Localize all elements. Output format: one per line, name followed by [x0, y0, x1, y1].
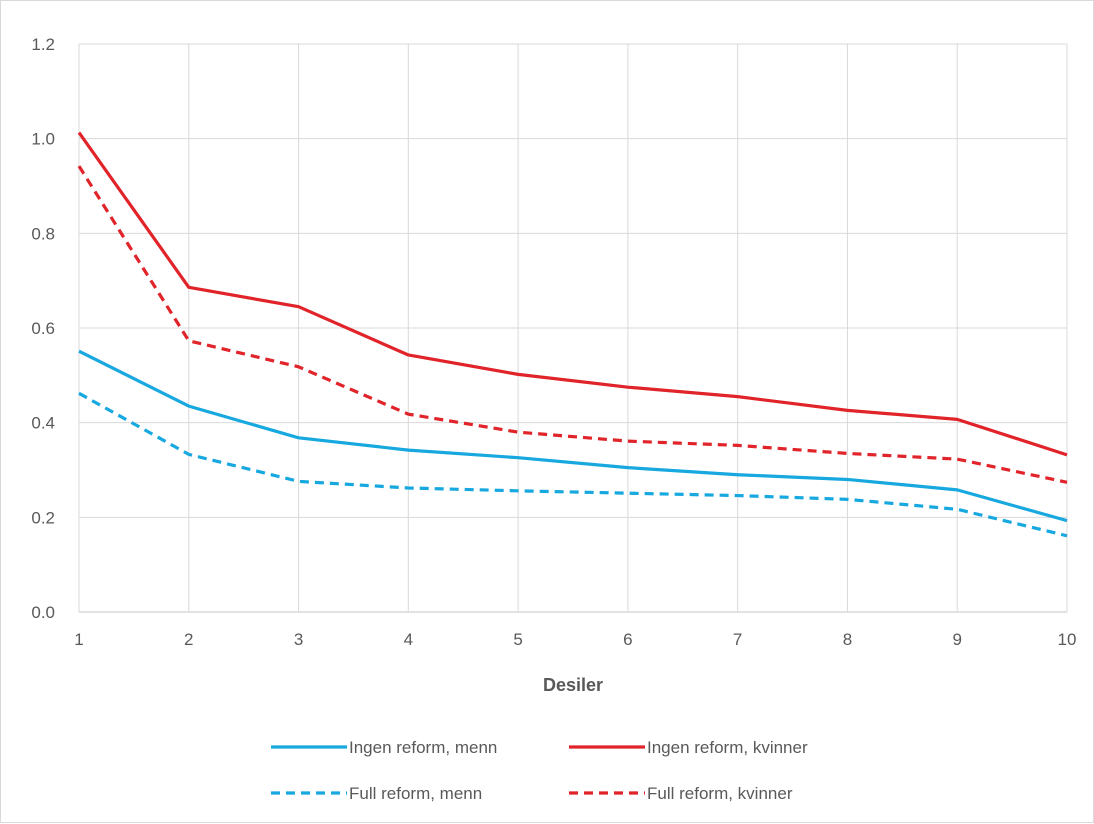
x-axis-title: Desiler	[543, 675, 603, 695]
y-tick-label: 0.8	[31, 224, 55, 243]
x-tick-label: 3	[294, 630, 303, 649]
x-tick-label: 9	[952, 630, 961, 649]
y-tick-label: 0.0	[31, 603, 55, 622]
y-tick-label: 0.4	[31, 414, 55, 433]
y-tick-label: 0.2	[31, 508, 55, 527]
x-tick-label: 7	[733, 630, 742, 649]
series-line-1	[77, 131, 1068, 457]
y-tick-label: 1.0	[31, 130, 55, 149]
legend-label: Full reform, kvinner	[647, 784, 793, 803]
series-line-0	[78, 349, 1068, 523]
y-tick-label: 1.2	[31, 35, 55, 54]
x-tick-label: 1	[74, 630, 83, 649]
x-tick-label: 8	[843, 630, 852, 649]
x-tick-label: 5	[513, 630, 522, 649]
x-tick-label: 6	[623, 630, 632, 649]
legend-label: Ingen reform, menn	[349, 738, 497, 757]
x-tick-label: 2	[184, 630, 193, 649]
series-line-2	[78, 391, 1068, 538]
legend-label: Ingen reform, kvinner	[647, 738, 808, 757]
series-line-3	[77, 165, 1068, 484]
x-tick-label: 10	[1058, 630, 1077, 649]
x-tick-label: 4	[404, 630, 413, 649]
legend-label: Full reform, menn	[349, 784, 482, 803]
y-tick-label: 0.6	[31, 319, 55, 338]
